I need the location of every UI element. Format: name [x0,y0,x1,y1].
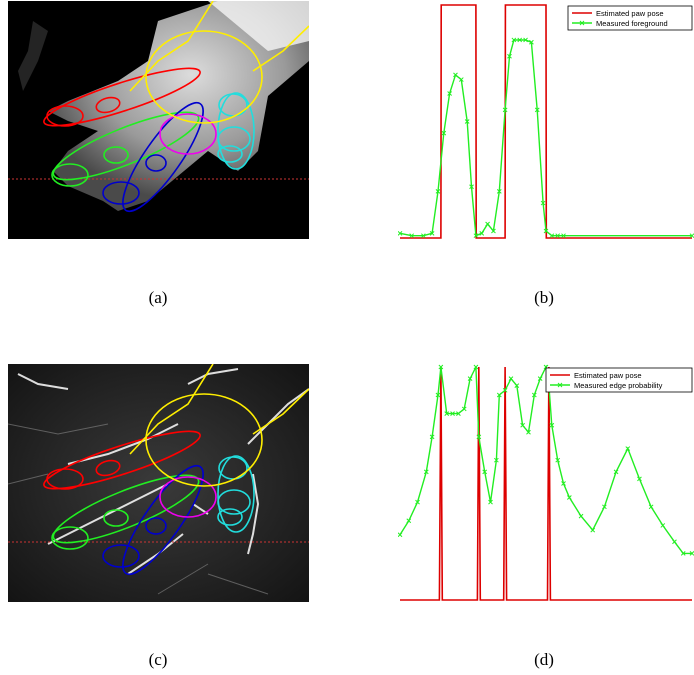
legend-label-d-1: Measured edge probability [574,381,663,390]
data-point-b-13 [486,222,490,226]
paw-edge-svg [8,364,309,602]
data-point-d-0 [398,533,402,537]
legend-label-b-0: Estimated paw pose [596,9,664,18]
series-line-d-0 [400,367,692,600]
series-line-b-0 [400,5,692,238]
legend-label-d-0: Estimated paw pose [574,371,642,380]
caption-a: (a) [128,288,188,308]
legend-label-b-1: Measured foreground [596,19,668,28]
paw-edge-image [8,364,309,602]
caption-b: (b) [514,288,574,308]
paw-foreground-svg [8,1,309,239]
series-line-d-1 [400,367,692,553]
data-point-d-39 [672,540,676,544]
data-point-d-31 [579,514,583,518]
caption-c: (c) [128,650,188,670]
data-point-d-38 [661,523,665,527]
paw-foreground-image [8,1,309,239]
caption-d: (d) [514,650,574,670]
